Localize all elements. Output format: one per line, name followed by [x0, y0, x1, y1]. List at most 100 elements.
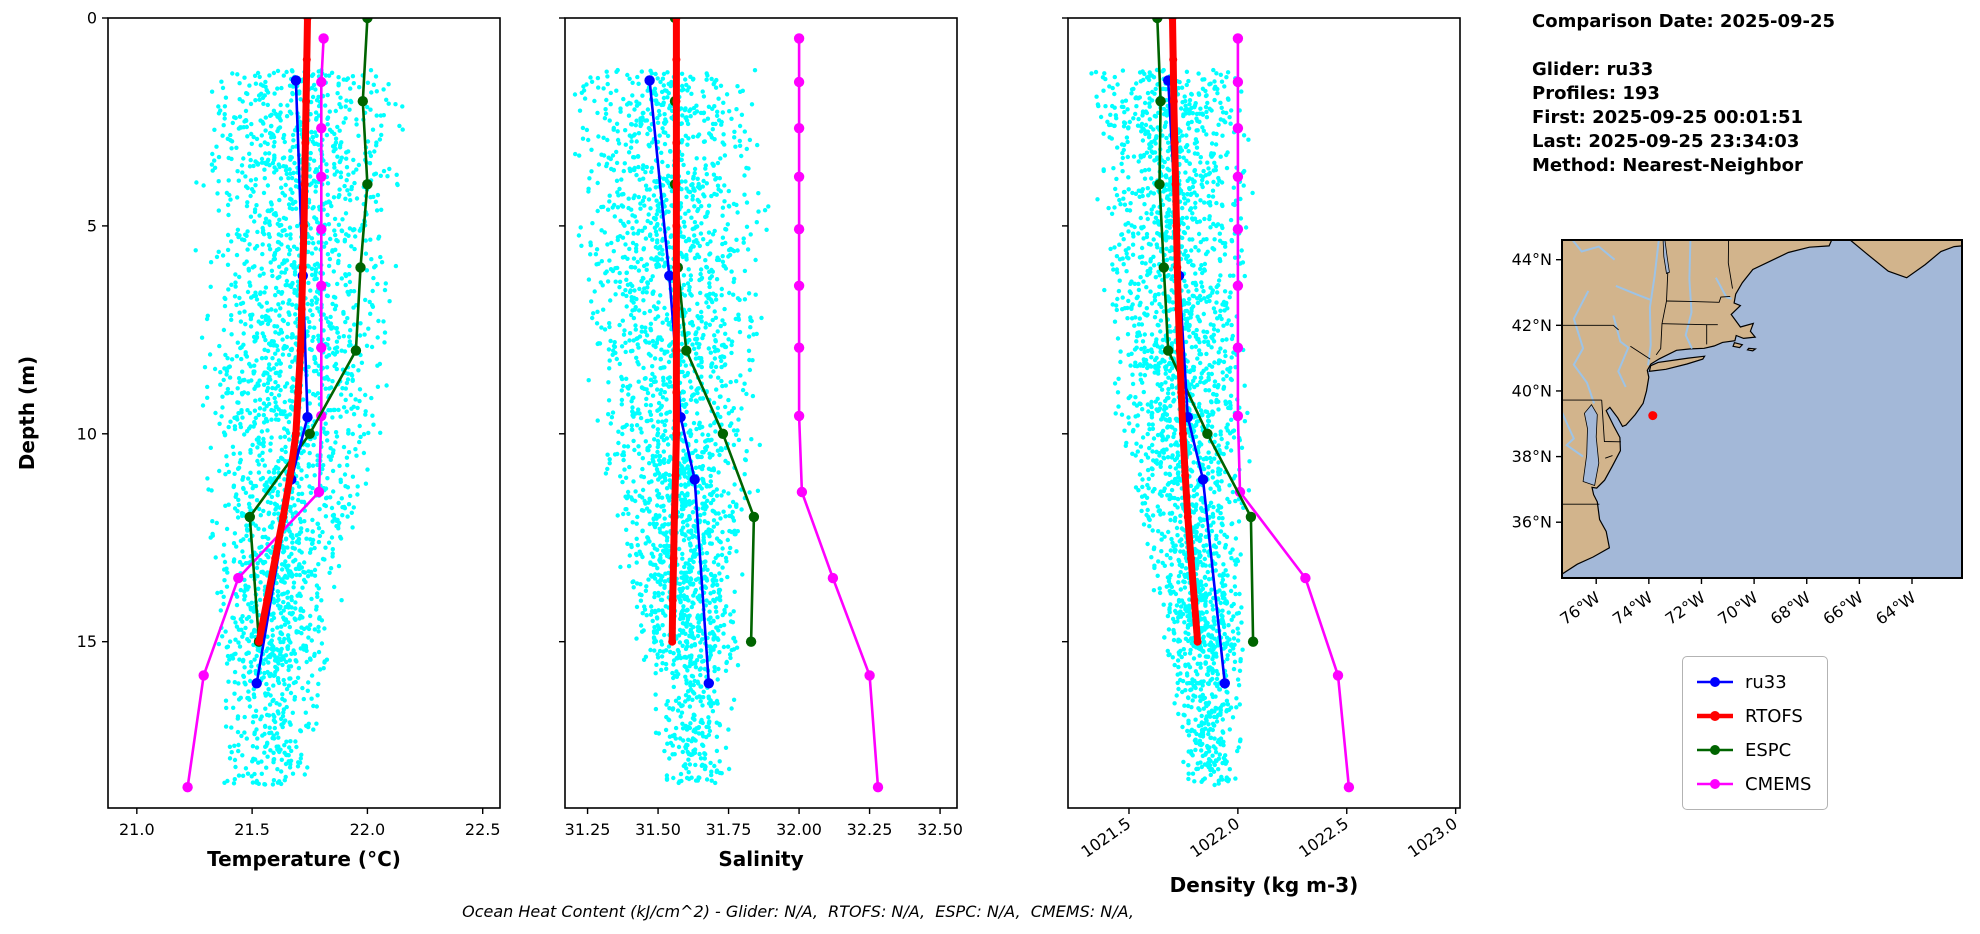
rtofs-marker — [672, 305, 681, 314]
espc-marker — [304, 428, 315, 439]
x-tick-label: 1022.5 — [1295, 814, 1352, 862]
x-tick-label: 22.0 — [350, 820, 386, 839]
espc-marker — [745, 636, 757, 647]
espc-marker — [1154, 179, 1165, 190]
rtofs-marker — [300, 180, 309, 189]
map-state-border — [1666, 295, 1731, 303]
info-gap — [1532, 34, 1835, 58]
x-tick-label: 31.75 — [706, 820, 752, 839]
temperature-profile-plot: 21.0 21.5 22.0 22.5 0 5 10 15 Temperature (°C) De… — [15, 9, 501, 871]
cmems-marker — [182, 782, 193, 793]
rtofs-marker — [669, 554, 678, 563]
rtofs-marker — [672, 429, 681, 438]
map-state-border — [1601, 400, 1621, 443]
legend: ru33 RTOFS ESPC CMEMS — [1682, 656, 1829, 810]
map-river — [1615, 284, 1651, 301]
rtofs-marker — [672, 388, 681, 397]
legend-entry-espc: ESPC — [1695, 733, 1811, 767]
legend-label: CMEMS — [1745, 773, 1812, 795]
map-land — [1732, 341, 1744, 349]
rtofs-marker — [672, 263, 681, 272]
rtofs-marker — [670, 512, 679, 521]
espc-marker — [1158, 262, 1170, 273]
rtofs-marker — [271, 554, 280, 563]
map-state-border — [1605, 455, 1613, 459]
rtofs-marker — [255, 637, 263, 646]
legend-label: RTOFS — [1745, 705, 1803, 727]
glider-location-map: 44°N 42°N 40°N 38°N 36°N 76°W 74°W 72°W 70°W 68°W… — [1512, 239, 1963, 629]
map-lon-tick-label: 68°W — [1767, 588, 1814, 629]
map-bay — [1582, 404, 1600, 487]
y-axis-label: Depth (m) — [15, 356, 39, 470]
espc-marker — [1163, 345, 1174, 356]
rtofs-marker — [1179, 429, 1187, 438]
rtofs-marker — [1169, 97, 1178, 106]
cmems-marker — [1343, 782, 1355, 793]
y-tick-label: 10 — [77, 424, 97, 443]
map-river — [1647, 240, 1660, 366]
espc-marker — [1155, 96, 1166, 107]
rtofs-marker — [1177, 388, 1186, 397]
x-tick-label: 32.25 — [847, 820, 893, 839]
cmems-marker — [1232, 123, 1244, 134]
x-tick-label: 32.50 — [917, 820, 963, 839]
cmems-marker — [1332, 670, 1344, 681]
cmems-marker — [198, 670, 209, 681]
map-lat-tick-label: 44°N — [1512, 250, 1552, 269]
rtofs-marker — [1171, 180, 1180, 189]
rtofs-profile-line — [668, 17, 681, 646]
cmems-marker — [1232, 171, 1244, 182]
espc-marker — [1245, 511, 1257, 523]
espc-marker — [1152, 17, 1163, 24]
ru33-marker — [290, 75, 302, 86]
rtofs-marker — [1169, 55, 1178, 64]
rtofs-marker — [672, 97, 681, 106]
map-lon-tick-label: 66°W — [1820, 588, 1867, 629]
rtofs-marker — [1174, 305, 1183, 314]
rtofs-marker — [302, 55, 311, 64]
map-state-border — [1562, 324, 1619, 331]
map-lat-tick-label: 42°N — [1512, 316, 1552, 335]
cmems-marker — [1232, 76, 1244, 88]
espc-marker — [355, 262, 366, 273]
rtofs-marker — [301, 138, 310, 147]
rtofs-marker — [672, 138, 681, 147]
espc-marker — [362, 179, 373, 190]
rtofs-marker — [1187, 554, 1195, 563]
cmems-profile-line — [1232, 33, 1355, 793]
espc-marker — [1247, 636, 1259, 647]
espc-marker — [717, 428, 729, 439]
espc-marker — [244, 511, 255, 523]
map-river — [1612, 315, 1630, 388]
rtofs-marker — [297, 305, 306, 314]
map-lat-tick-label: 36°N — [1512, 513, 1552, 532]
rtofs-marker — [1173, 263, 1182, 272]
ru33-marker — [664, 270, 675, 281]
salinity-profile-plot: 31.25 31.50 31.75 32.00 32.25 32.50 Salinity — [559, 17, 963, 871]
map-river — [1715, 277, 1732, 300]
rtofs-marker — [300, 221, 308, 230]
cmems-marker — [316, 123, 327, 134]
ru33-marker — [703, 678, 714, 689]
axes-frame — [564, 17, 958, 809]
rtofs-profile-line — [255, 17, 312, 646]
cmems-marker — [1300, 572, 1311, 584]
comparison-date-text: Comparison Date: 2025-09-25 — [1532, 11, 1836, 32]
x-tick-label: 1023.0 — [1404, 814, 1461, 862]
x-axis-label: Temperature (°C) — [207, 847, 401, 871]
x-tick-label: 21.5 — [234, 820, 270, 839]
cmems-profile-line — [182, 33, 329, 793]
cmems-marker — [793, 342, 805, 353]
map-land — [1562, 240, 1833, 575]
map-river — [1571, 240, 1616, 261]
map-river — [1684, 240, 1693, 350]
rtofs-marker — [296, 346, 305, 355]
cmems-marker — [316, 76, 327, 88]
legend-line-sample — [1697, 745, 1733, 755]
map-land — [1648, 355, 1706, 372]
x-tick-label: 32.00 — [776, 820, 822, 839]
rtofs-marker — [279, 512, 288, 521]
cmems-marker — [793, 33, 805, 44]
x-axis-label: Density (kg m-3) — [1170, 873, 1359, 897]
cmems-marker — [796, 486, 808, 498]
